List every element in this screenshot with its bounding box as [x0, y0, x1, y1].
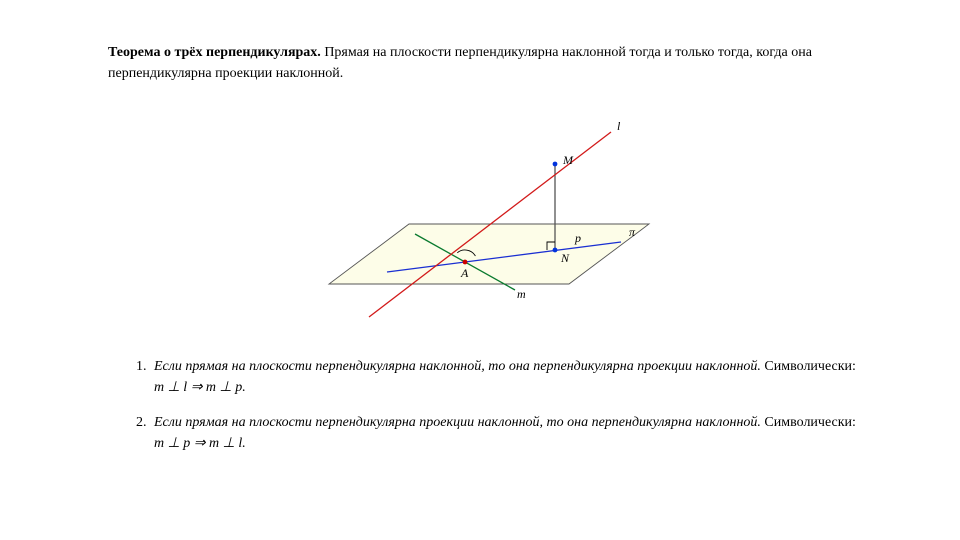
- case-symbolic: m ⊥ l ⇒ m ⊥ p.: [154, 380, 246, 395]
- cases-list: Если прямая на плоскости перпендикулярна…: [108, 356, 860, 454]
- document-page: Теорема о трёх перпендикулярах. Прямая н…: [0, 0, 960, 540]
- case-symbolic-prefix: Символически:: [764, 359, 856, 374]
- theorem-title: Теорема о трёх перпендикулярах.: [108, 45, 321, 60]
- line-p-label: p: [574, 231, 581, 245]
- point-M: [553, 162, 558, 167]
- three-perpendiculars-diagram: π m p l N M A: [269, 102, 699, 327]
- case-symbolic-prefix: Символически:: [764, 415, 856, 430]
- theorem-paragraph: Теорема о трёх перпендикулярах. Прямая н…: [108, 42, 860, 84]
- point-A: [463, 260, 468, 265]
- case-symbolic: m ⊥ p ⇒ m ⊥ l.: [154, 436, 246, 451]
- point-M-label: M: [562, 153, 574, 167]
- point-N: [553, 248, 558, 253]
- case-claim: Если прямая на плоскости перпендикулярна…: [154, 359, 761, 374]
- line-m-label: m: [517, 287, 526, 301]
- point-A-label: A: [460, 266, 469, 280]
- case-claim: Если прямая на плоскости перпендикулярна…: [154, 415, 761, 430]
- plane-label: π: [629, 225, 636, 239]
- point-N-label: N: [560, 251, 570, 265]
- case-item-1: Если прямая на плоскости перпендикулярна…: [150, 356, 860, 398]
- diagram-container: π m p l N M A: [108, 102, 860, 332]
- case-item-2: Если прямая на плоскости перпендикулярна…: [150, 412, 860, 454]
- line-l-label: l: [617, 119, 621, 133]
